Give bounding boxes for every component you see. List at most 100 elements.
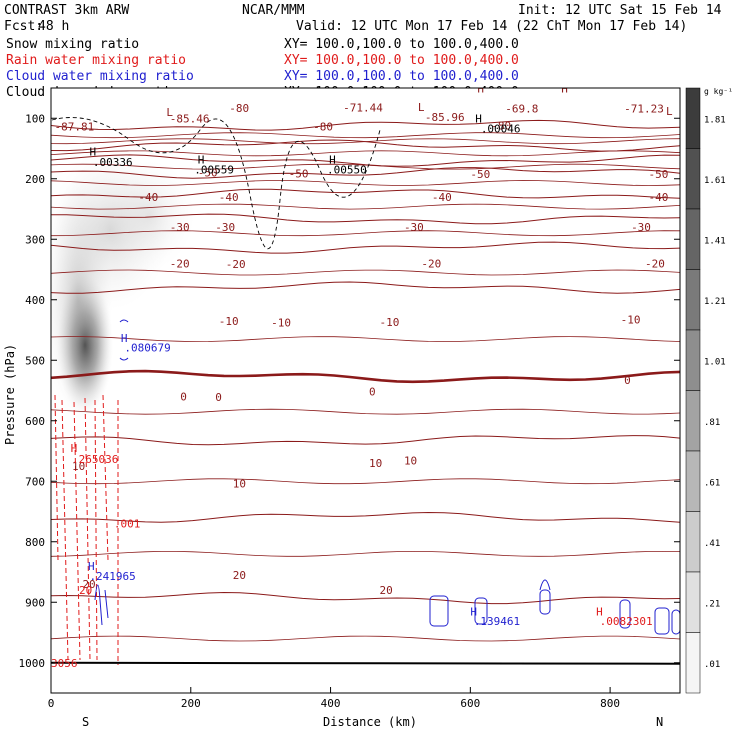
extremum-label: .139461 — [474, 615, 520, 628]
isotherm-label: 10 — [404, 455, 417, 468]
extremum-label: H — [561, 83, 568, 96]
isotherm-line — [51, 241, 680, 254]
y-tick-label: 700 — [25, 475, 45, 488]
extremum-label: .265036 — [72, 453, 118, 466]
colorbar-label: 1.81 — [704, 115, 726, 125]
y-tick-label: 200 — [25, 173, 45, 186]
colorbar-swatch — [685, 450, 701, 512]
colorbar-label: .81 — [704, 418, 720, 428]
colorbar-swatch — [685, 269, 701, 331]
extremum-label: .0082301 — [600, 615, 653, 628]
y-tick-label: 900 — [25, 596, 45, 609]
isotherm-line — [51, 281, 680, 294]
isotherm-line — [51, 163, 680, 170]
y-tick-label: 600 — [25, 415, 45, 428]
isotherm-line — [51, 150, 680, 157]
endpoint-left: S — [82, 715, 89, 729]
colorbar-label: 1.21 — [704, 297, 726, 307]
extremum-label: .00559 — [194, 164, 234, 177]
x-tick-label: 800 — [600, 697, 620, 710]
extremum-label: H — [71, 442, 78, 455]
isotherm-label: -80 — [229, 102, 249, 115]
isotherm-label: 20 — [82, 578, 95, 591]
y-tick-label: 800 — [25, 536, 45, 549]
temperature-contours — [51, 119, 680, 665]
isotherm-label: 20 — [233, 569, 246, 582]
extremum-label: 20 — [79, 584, 92, 597]
colorbar-swatch — [685, 329, 701, 391]
isotherm-label: -40 — [219, 191, 239, 204]
isotherm-line — [51, 188, 680, 199]
y-tick-label: 100 — [25, 112, 45, 125]
isotherm-label: -40 — [138, 191, 158, 204]
cloud-water-contour — [539, 589, 551, 615]
isotherm-line — [51, 369, 680, 384]
isotherm-label: -69.8 — [505, 103, 538, 116]
temperature-labels: -80 -71.44 -69.8 -71.23 -85.46 -85.96 -87.81 -8… — [54, 101, 669, 597]
isotherm-label: -30 — [215, 221, 235, 234]
colorbar-swatch — [685, 148, 701, 210]
isotherm-line — [51, 478, 680, 485]
extremum-label: H — [475, 112, 482, 125]
cloud-water-contour — [671, 609, 680, 635]
colorbar-label: 1.41 — [704, 236, 726, 246]
field-xy: XY= 100.0,100.0 to 100.0,400.0 — [284, 69, 519, 84]
isotherm-label: -87.81 — [54, 121, 94, 134]
org-title: NCAR/MMM — [242, 3, 305, 18]
isotherm-label: -85.96 — [425, 111, 465, 124]
extremum-label: .001 — [114, 518, 140, 531]
surface-line — [51, 661, 680, 665]
extremum-label: H — [89, 146, 96, 159]
isotherm-line — [51, 230, 680, 237]
isotherm-label: -30 — [404, 221, 424, 234]
isotherm-label: -50 — [289, 167, 309, 180]
mixing-ratio-contours — [51, 117, 680, 665]
field-name: Cloud water mixing ratio — [6, 69, 194, 84]
y-tick-label: 300 — [25, 233, 45, 246]
isotherm-label: -10 — [379, 316, 399, 329]
colorbar-label: 1.01 — [704, 357, 726, 367]
y-tick-label: 1000 — [19, 657, 46, 670]
cloud-water-contour — [474, 597, 488, 625]
isotherm-label: -40 — [649, 191, 669, 204]
isotherm-label: -20 — [170, 257, 190, 270]
isotherm-label: -30 — [170, 221, 190, 234]
colorbar-swatch — [685, 632, 701, 694]
field-xy: XY= 100.0,100.0 to 100.0,400.0 — [284, 37, 519, 52]
y-axis-label: Pressure (hPa) — [3, 344, 17, 445]
isotherm-label: -50 — [649, 168, 669, 181]
cloud-water-contour — [119, 319, 129, 361]
isotherm-label: -71.44 — [343, 101, 383, 114]
fcst-label: Fcst: — [4, 19, 43, 34]
colorbar-swatch — [685, 390, 701, 452]
extremum-label: H — [596, 605, 603, 618]
cloud-water-contour — [654, 607, 670, 635]
isotherm-line — [51, 119, 680, 131]
endpoint-right: N — [656, 715, 663, 729]
valid-time: Valid: 12 UTC Mon 17 Feb 14 (22 ChT Mon … — [296, 19, 687, 34]
isotherm-line — [51, 269, 680, 276]
isotherm-line — [51, 635, 680, 642]
isotherm-label: -20 — [421, 257, 441, 270]
extremum-label: H — [88, 560, 95, 573]
isotherm-label: -85.46 — [170, 112, 210, 125]
extremum-label: H — [477, 83, 484, 96]
rain-water-contour — [54, 394, 119, 665]
fcst-value: 48 h — [38, 19, 69, 34]
cloud-water-contour — [619, 599, 631, 629]
isotherm-label: 10 — [72, 460, 85, 473]
isotherm-label: -80 — [313, 121, 333, 134]
extremum-label: .080679 — [124, 342, 170, 355]
extremum-label: H — [121, 332, 128, 345]
colorbar-label: .41 — [704, 539, 720, 549]
isotherm-line — [51, 511, 680, 523]
colorbar-swatch — [685, 87, 701, 149]
isotherm-label: -20 — [645, 257, 665, 270]
cloud-water-contour — [94, 584, 109, 626]
isotherm-label: 10 — [233, 478, 246, 491]
isotherm-line — [51, 591, 680, 605]
x-tick-label: 200 — [181, 697, 201, 710]
